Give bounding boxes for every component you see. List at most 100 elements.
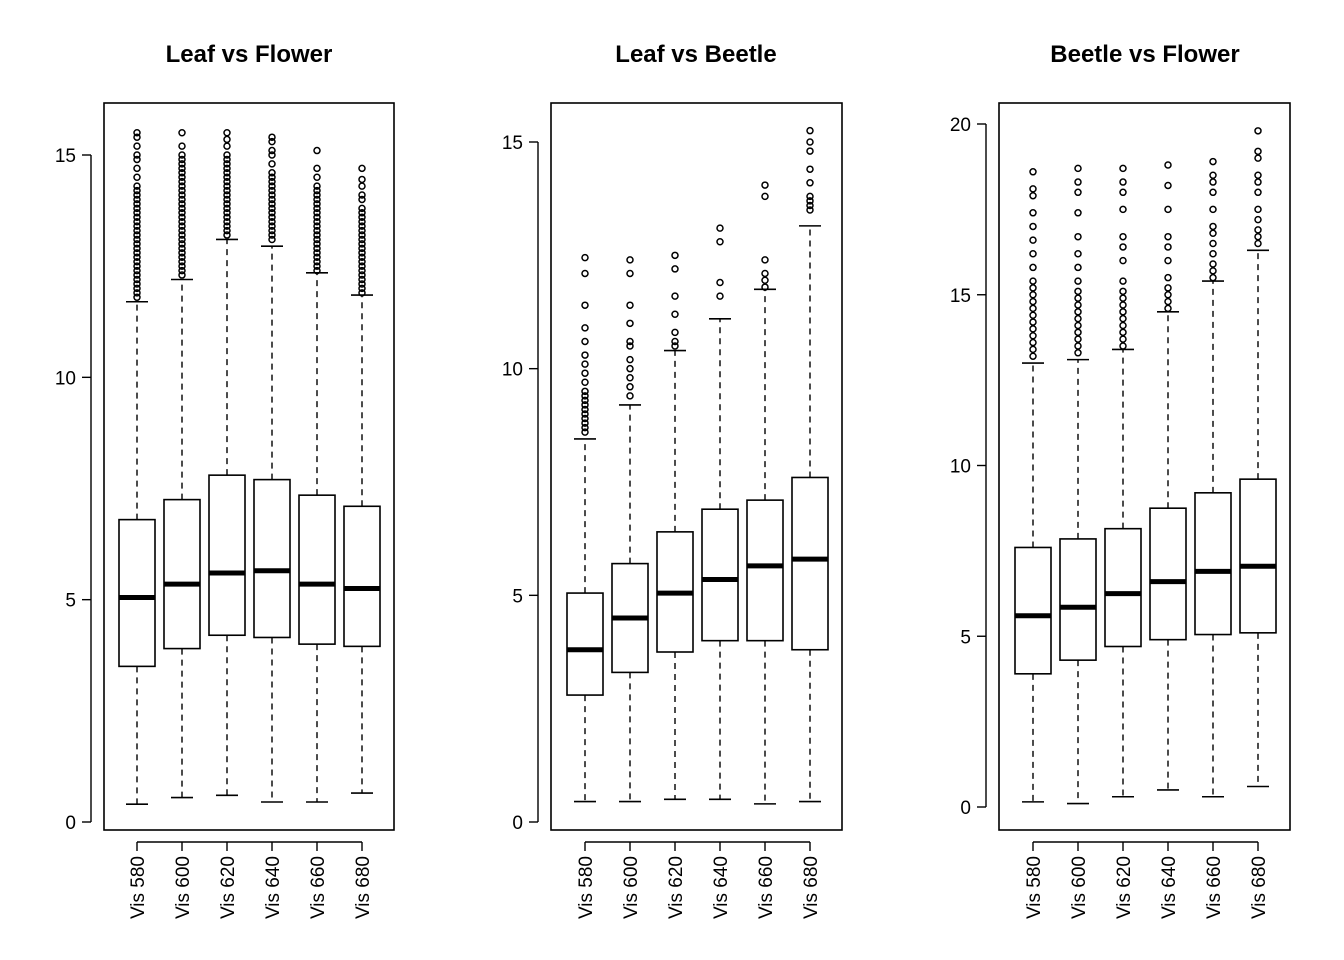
outlier-point [268,222,276,230]
panel-1: Leaf vs Flower 0 5 10 15 Vis 580 Vis 600 Vis 62… [55,41,395,919]
outlier-point [313,226,321,235]
outlier-point [626,301,634,309]
outlier-point [626,342,634,350]
outlier-point [1254,188,1262,197]
outlier-point [313,209,321,217]
outlier-point [358,164,366,173]
y-tick-label: 10 [950,457,971,478]
outlier-point [581,410,589,418]
box-vis-620 [1104,164,1142,798]
x-tick-label: Vis 680 [1249,856,1270,919]
outlier-point [1164,297,1172,306]
x-tick-label: Vis 660 [1204,856,1225,919]
outlier-point [133,249,141,257]
outlier-point [1209,188,1217,197]
outlier-point [268,195,276,204]
outlier-point [223,142,231,150]
box-vis-580 [566,253,604,803]
outlier-point [133,142,141,150]
box-vis-580 [118,129,156,806]
outlier-point [178,182,186,190]
outlier-point [581,401,589,409]
outlier-point [223,164,231,173]
outlier-point [313,222,321,230]
outlier-point [1119,243,1127,251]
outlier-point [358,253,366,262]
outlier-point [178,266,186,275]
outlier-point [1119,287,1127,296]
outlier-point [358,235,366,244]
outlier-point [223,155,231,164]
outlier-point [1254,147,1262,156]
outlier-point [1209,239,1217,248]
outlier-point [1074,164,1082,173]
outlier-point [133,173,141,181]
y-tick-label: 15 [502,133,523,154]
outlier-point [133,280,141,288]
outlier-point [761,192,769,201]
outlier-point [1029,325,1037,333]
outlier-point [1029,277,1037,285]
outlier-point [133,204,141,213]
box-iqr [566,592,604,696]
outlier-point [581,269,589,278]
outlier-point [313,182,321,190]
outlier-point [133,293,141,302]
outlier-point [313,266,321,275]
outlier-point [581,324,589,332]
box-vis-580 [1014,168,1052,803]
outlier-point [1074,308,1082,316]
outlier-point [1254,239,1262,248]
outlier-point [806,201,814,210]
outlier-point [1029,304,1037,313]
outlier-point [178,213,186,222]
panel-title: Leaf vs Beetle [615,41,776,68]
outlier-point [1029,185,1037,193]
outlier-point [1164,243,1172,251]
outlier-point [223,129,231,137]
outlier-point [268,204,276,213]
outlier-point [1164,161,1172,169]
outlier-point [1164,256,1172,265]
outlier-point [178,186,186,195]
box-vis-600 [1059,164,1097,805]
outlier-point [581,423,589,432]
outlier-point [1074,301,1082,309]
outlier-point [671,251,679,260]
outlier-point [1164,304,1172,313]
x-tick-label: Vis 660 [756,856,777,919]
outlier-point [358,195,366,204]
outlier-point [716,237,724,246]
box-iqr [208,474,246,637]
x-tick-label: Vis 660 [308,856,329,919]
outlier-point [313,257,321,266]
box-iqr [1194,492,1232,636]
box-iqr [118,518,156,668]
outlier-point [1074,263,1082,272]
outlier-point [626,256,634,264]
outlier-point [1209,273,1217,282]
outlier-point [581,360,589,368]
outlier-point [178,204,186,213]
outlier-point [223,177,231,186]
outlier-point [761,276,769,285]
outlier-point [268,169,276,177]
outlier-point [178,151,186,159]
outlier-point [133,226,141,235]
outlier-point [223,217,231,226]
outlier-point [671,310,679,319]
box-vis-620 [656,251,694,801]
outlier-point [358,204,366,213]
outlier-point [1029,291,1037,299]
plot-frame [998,102,1291,831]
outlier-point [1074,250,1082,258]
outlier-point [133,151,141,159]
outlier-point [1209,171,1217,179]
x-tick-label: Vis 580 [128,856,149,919]
outlier-point [1074,314,1082,323]
y-tick-label: 5 [960,627,971,648]
outlier-point [178,244,186,253]
outlier-point [178,231,186,239]
outlier-point [626,319,634,328]
outlier-point [761,181,769,189]
